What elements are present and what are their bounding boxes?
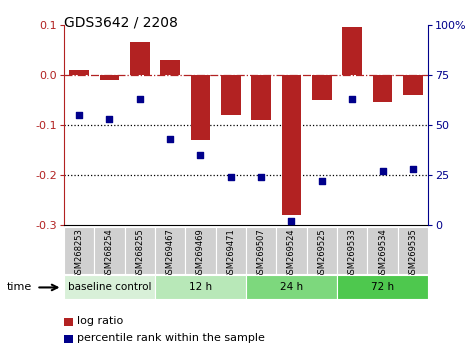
Bar: [64, 335, 73, 343]
Bar: [94, 227, 124, 274]
Bar: [124, 227, 155, 274]
Text: 12 h: 12 h: [189, 282, 212, 292]
Point: [166, 136, 174, 142]
Bar: [246, 275, 337, 299]
Bar: [342, 27, 362, 75]
Text: GDS3642 / 2208: GDS3642 / 2208: [64, 16, 178, 30]
Point: [409, 166, 417, 172]
Bar: [64, 227, 94, 274]
Bar: [398, 227, 428, 274]
Point: [136, 96, 143, 102]
Point: [349, 96, 356, 102]
Bar: [307, 227, 337, 274]
Point: [379, 168, 386, 173]
Bar: [281, 75, 301, 215]
Bar: [246, 227, 276, 274]
Bar: [251, 75, 271, 120]
Text: GSM269467: GSM269467: [166, 228, 175, 279]
Bar: [312, 75, 332, 100]
Point: [257, 174, 265, 179]
Bar: [337, 275, 428, 299]
Bar: [276, 227, 307, 274]
Text: GSM269469: GSM269469: [196, 228, 205, 279]
Point: [75, 112, 83, 118]
Text: GSM268255: GSM268255: [135, 228, 144, 279]
Text: GSM268253: GSM268253: [75, 228, 84, 279]
Point: [227, 174, 235, 179]
Text: baseline control: baseline control: [68, 282, 151, 292]
Text: GSM269533: GSM269533: [348, 228, 357, 279]
Text: percentile rank within the sample: percentile rank within the sample: [77, 333, 265, 343]
Bar: [216, 227, 246, 274]
Text: 24 h: 24 h: [280, 282, 303, 292]
Bar: [221, 75, 241, 115]
Bar: [69, 70, 89, 75]
Text: time: time: [7, 282, 32, 292]
Text: 72 h: 72 h: [371, 282, 394, 292]
Text: log ratio: log ratio: [77, 316, 123, 326]
Text: GSM269471: GSM269471: [226, 228, 235, 279]
Bar: [185, 227, 216, 274]
Bar: [64, 275, 155, 299]
Bar: [191, 75, 210, 140]
Point: [197, 152, 204, 158]
Point: [318, 178, 325, 184]
Bar: [337, 227, 368, 274]
Point: [105, 116, 113, 122]
Bar: [160, 60, 180, 75]
Text: GSM269534: GSM269534: [378, 228, 387, 279]
Text: GSM269507: GSM269507: [257, 228, 266, 279]
Text: GSM268254: GSM268254: [105, 228, 114, 279]
Bar: [403, 75, 423, 95]
Bar: [373, 75, 393, 102]
Bar: [99, 75, 119, 80]
Text: GSM269535: GSM269535: [408, 228, 417, 279]
Text: GSM269524: GSM269524: [287, 228, 296, 279]
Bar: [130, 42, 149, 75]
Point: [288, 218, 295, 224]
Bar: [155, 275, 246, 299]
Text: GSM269525: GSM269525: [317, 228, 326, 279]
Bar: [64, 318, 73, 326]
Bar: [155, 227, 185, 274]
Bar: [368, 227, 398, 274]
